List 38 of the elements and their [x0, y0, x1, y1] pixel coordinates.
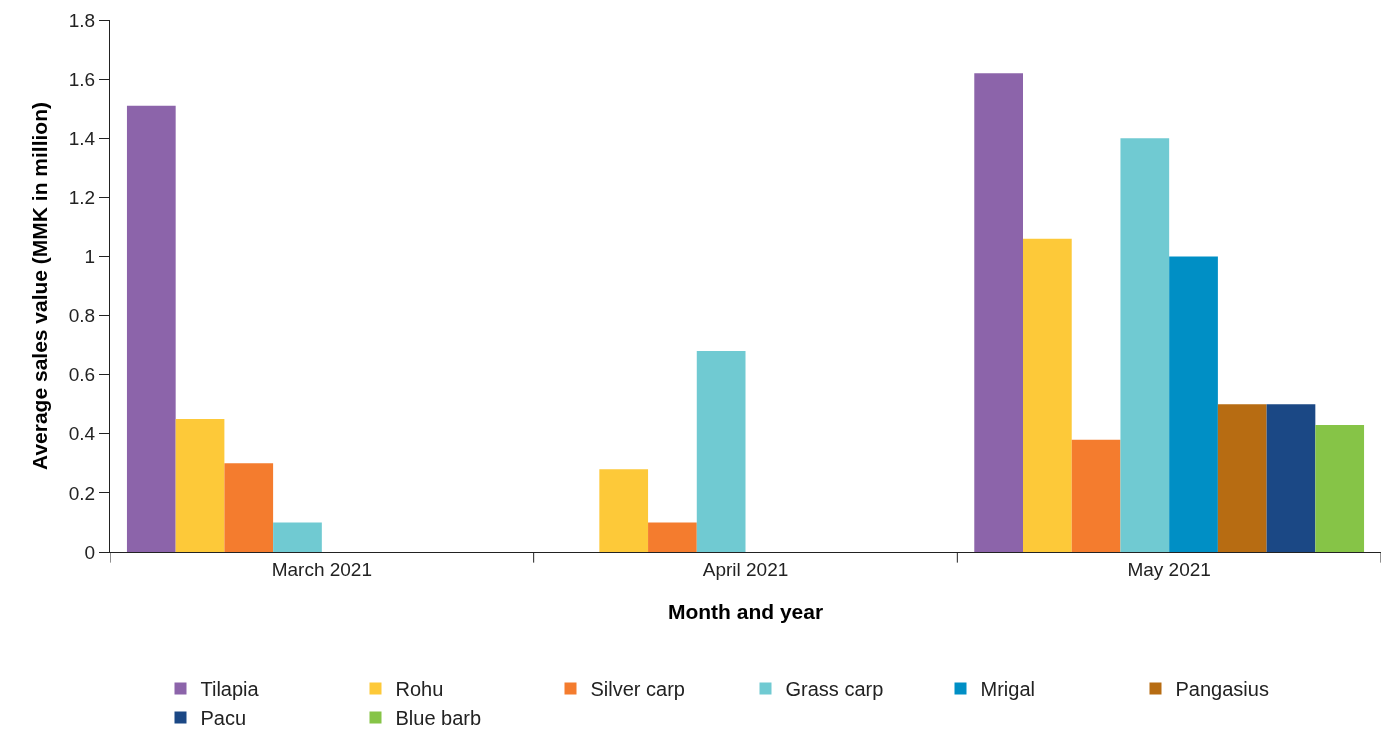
bar	[648, 522, 697, 552]
x-tick-label: March 2021	[271, 558, 372, 580]
bar	[599, 469, 649, 552]
y-tick-label: 1.6	[68, 68, 96, 90]
bar	[974, 73, 1023, 552]
legend-label: Tilapia	[200, 678, 260, 701]
bar	[273, 522, 322, 552]
bar	[1023, 238, 1072, 552]
x-tick-label: April 2021	[702, 558, 789, 580]
bar	[1217, 404, 1267, 552]
bar	[1266, 404, 1316, 552]
legend-label: Rohu	[395, 678, 444, 701]
y-tick-label: 1	[84, 246, 96, 268]
y-tick-label: 0.8	[68, 305, 96, 327]
bar	[1071, 439, 1121, 552]
legend-label: Pangasius	[1175, 678, 1269, 701]
legend-label: Blue barb	[395, 707, 482, 730]
bar	[126, 105, 176, 552]
x-axis-title: Month and year	[667, 600, 824, 623]
legend-label: Pacu	[200, 707, 247, 730]
y-tick-label: 0.4	[68, 423, 96, 445]
y-tick-label: 1.8	[68, 9, 96, 31]
x-tick-label: May 2021	[1127, 558, 1211, 580]
legend-label: Grass carp	[785, 678, 884, 701]
y-tick-label: 0.2	[68, 482, 96, 504]
y-tick-label: 0.6	[68, 364, 96, 386]
bar	[224, 463, 274, 552]
y-tick-label: 0	[84, 541, 96, 563]
y-axis-title: Average sales value (MMK in million)	[27, 102, 51, 470]
bar	[696, 351, 746, 552]
bar	[1120, 138, 1170, 552]
bar	[1169, 256, 1218, 552]
bar	[1315, 424, 1365, 552]
y-tick-label: 1.2	[68, 186, 96, 208]
bar	[175, 419, 225, 552]
legend-label: Mrigal	[980, 678, 1035, 701]
y-tick-label: 1.4	[68, 127, 96, 149]
legend-label: Silver carp	[590, 678, 685, 701]
